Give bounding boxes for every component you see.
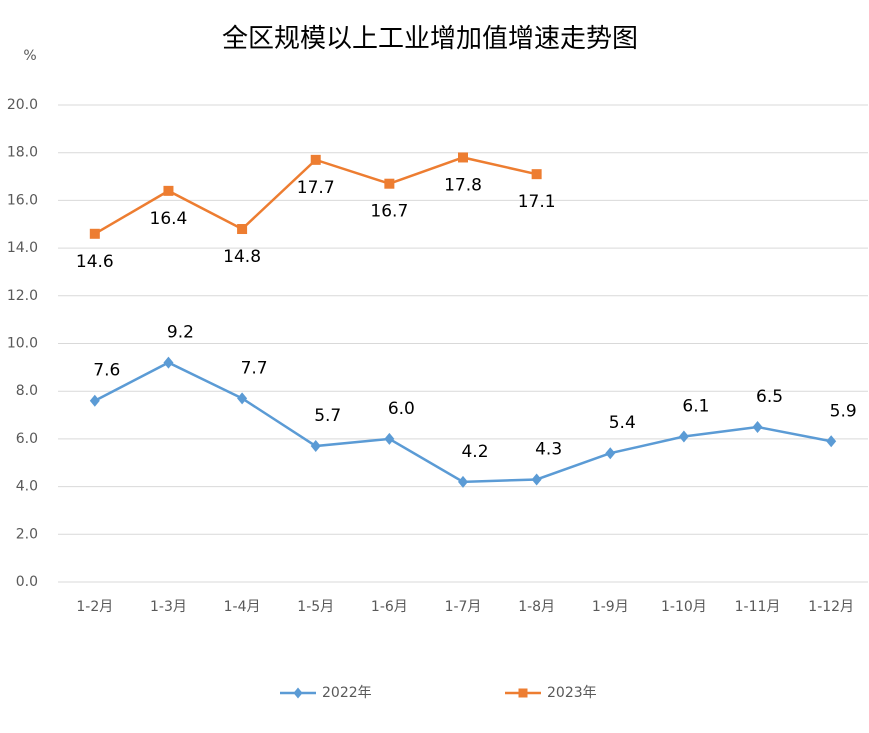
data-point bbox=[531, 473, 542, 486]
y-tick-label: 4.0 bbox=[16, 479, 38, 495]
data-point bbox=[384, 432, 395, 445]
y-tick-label: 14.0 bbox=[7, 240, 38, 256]
x-tick-label: 1-2月 bbox=[76, 599, 113, 615]
data-label: 16.4 bbox=[150, 209, 188, 229]
data-point bbox=[89, 228, 100, 239]
y-tick-label: 16.0 bbox=[7, 192, 38, 208]
data-point bbox=[458, 152, 468, 163]
data-point bbox=[752, 420, 763, 433]
data-label: 6.5 bbox=[756, 387, 783, 407]
x-tick-label: 1-4月 bbox=[224, 599, 261, 615]
x-tick-label: 1-11月 bbox=[735, 599, 781, 615]
legend-marker bbox=[293, 687, 303, 699]
y-tick-label: 10.0 bbox=[7, 336, 38, 352]
data-label: 17.7 bbox=[297, 178, 335, 198]
y-tick-label: 18.0 bbox=[7, 145, 38, 161]
data-label: 7.6 bbox=[93, 361, 120, 381]
data-label: 14.8 bbox=[223, 247, 261, 267]
legend-marker bbox=[518, 688, 528, 698]
data-point bbox=[826, 435, 837, 448]
data-label: 17.1 bbox=[518, 192, 556, 212]
data-label: 9.2 bbox=[167, 323, 194, 343]
data-label: 6.1 bbox=[682, 397, 709, 417]
x-tick-label: 1-6月 bbox=[371, 599, 408, 615]
y-tick-label: 12.0 bbox=[7, 288, 38, 304]
data-label: 4.3 bbox=[535, 439, 562, 459]
x-tick-label: 1-8月 bbox=[518, 599, 555, 615]
y-tick-label: 2.0 bbox=[16, 526, 38, 542]
y-tick-label: 6.0 bbox=[16, 431, 38, 447]
data-point bbox=[678, 430, 689, 443]
legend-label: 2023年 bbox=[547, 685, 597, 701]
data-label: 4.2 bbox=[461, 442, 488, 462]
x-tick-label: 1-12月 bbox=[808, 599, 854, 615]
y-tick-label: 0.0 bbox=[16, 574, 38, 590]
x-tick-label: 1-9月 bbox=[592, 599, 629, 615]
data-label: 6.0 bbox=[388, 399, 415, 419]
data-label: 14.6 bbox=[76, 252, 114, 272]
chart-title: 全区规模以上工业增加值增速走势图 bbox=[222, 24, 638, 54]
data-point bbox=[163, 356, 174, 369]
data-label: 5.4 bbox=[609, 413, 636, 433]
legend-label: 2022年 bbox=[322, 685, 372, 701]
data-label: 7.7 bbox=[241, 358, 268, 378]
y-axis-label: % bbox=[23, 48, 36, 64]
data-label: 17.8 bbox=[444, 175, 482, 195]
x-tick-label: 1-3月 bbox=[150, 599, 187, 615]
x-tick-label: 1-7月 bbox=[445, 599, 482, 615]
data-point bbox=[237, 392, 248, 405]
y-tick-label: 8.0 bbox=[16, 383, 38, 399]
x-tick-label: 1-5月 bbox=[297, 599, 334, 615]
data-point bbox=[605, 447, 616, 460]
data-point bbox=[310, 154, 321, 165]
data-label: 5.7 bbox=[314, 406, 341, 426]
series-line bbox=[94, 361, 832, 484]
data-point bbox=[163, 185, 174, 196]
y-tick-label: 20.0 bbox=[7, 97, 38, 113]
data-point bbox=[458, 475, 468, 488]
data-point bbox=[237, 224, 248, 235]
data-point bbox=[531, 169, 542, 180]
data-label: 16.7 bbox=[370, 202, 408, 222]
data-point bbox=[89, 394, 100, 407]
data-point bbox=[310, 440, 321, 453]
data-label: 5.9 bbox=[830, 401, 857, 421]
x-tick-label: 1-10月 bbox=[661, 599, 707, 615]
data-point bbox=[384, 178, 395, 189]
